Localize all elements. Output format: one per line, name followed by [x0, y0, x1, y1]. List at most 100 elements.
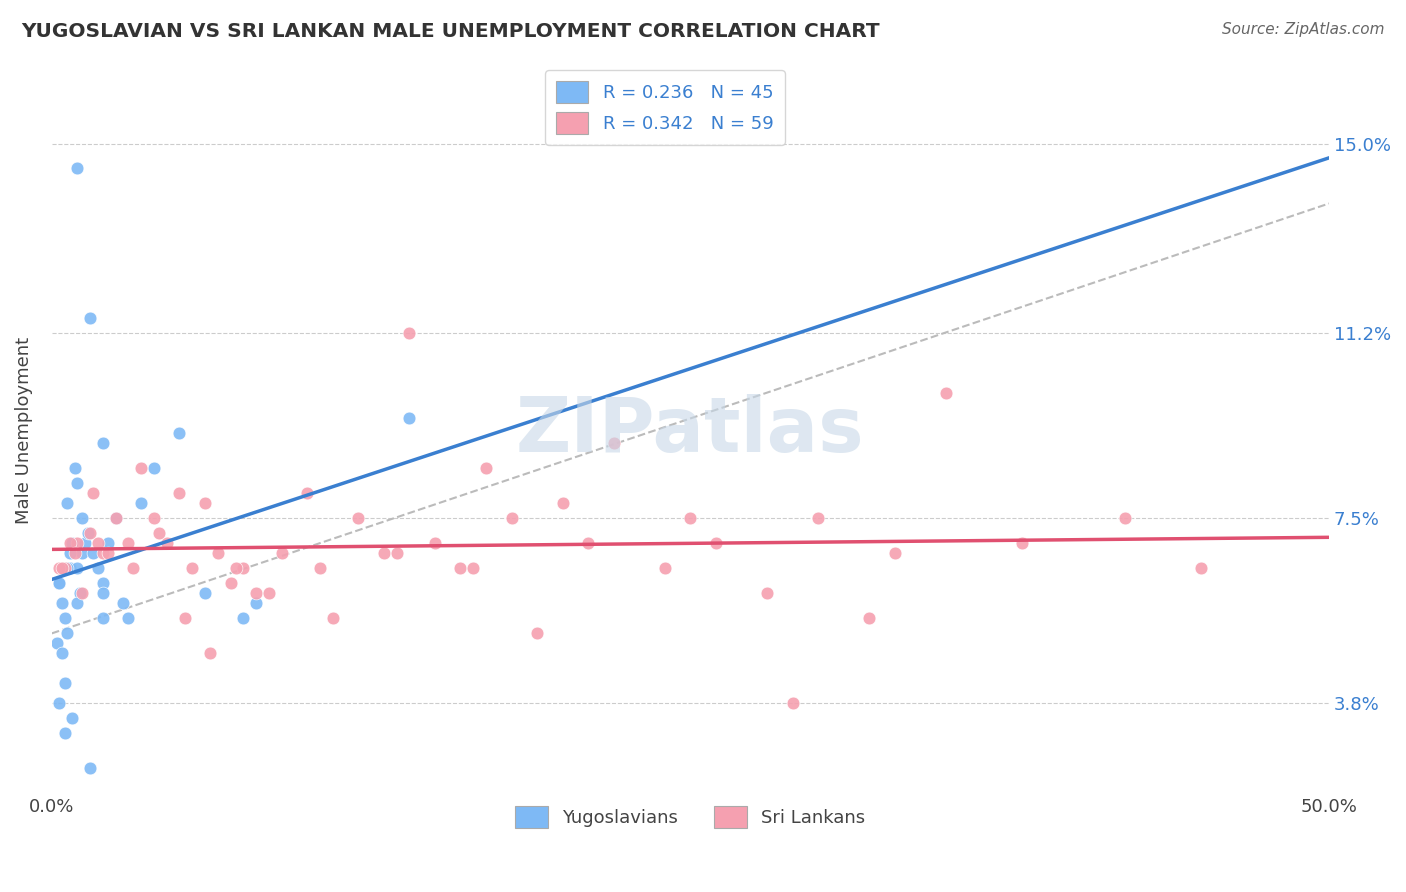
Legend: Yugoslavians, Sri Lankans: Yugoslavians, Sri Lankans: [508, 798, 873, 835]
Point: [112, 596, 135, 610]
Point: [1114, 511, 1136, 525]
Point: [91, 576, 114, 591]
Point: [53, 726, 76, 740]
Point: [97, 536, 120, 550]
Point: [66, 561, 89, 575]
Point: [60, 536, 83, 550]
Point: [51, 646, 73, 660]
Point: [63, 461, 86, 475]
Point: [551, 496, 574, 510]
Point: [59, 536, 82, 550]
Point: [245, 596, 267, 610]
Point: [450, 561, 472, 575]
Point: [53, 676, 76, 690]
Point: [169, 426, 191, 441]
Point: [475, 461, 498, 475]
Point: [87, 561, 110, 575]
Point: [1189, 561, 1212, 575]
Point: [79, 311, 101, 326]
Point: [142, 511, 165, 525]
Point: [347, 511, 370, 525]
Point: [295, 486, 318, 500]
Point: [97, 546, 120, 560]
Point: [148, 526, 170, 541]
Point: [82, 486, 104, 500]
Point: [194, 496, 217, 510]
Point: [56, 561, 79, 575]
Point: [270, 546, 292, 560]
Point: [576, 536, 599, 550]
Point: [79, 526, 101, 541]
Point: [181, 561, 204, 575]
Point: [219, 576, 242, 591]
Point: [654, 561, 676, 575]
Point: [87, 536, 110, 550]
Point: [309, 561, 332, 575]
Point: [91, 611, 114, 625]
Point: [66, 596, 89, 610]
Point: [72, 546, 94, 560]
Point: [501, 511, 523, 525]
Point: [56, 496, 79, 510]
Point: [679, 511, 702, 525]
Point: [53, 611, 76, 625]
Point: [398, 411, 420, 425]
Point: [104, 511, 127, 525]
Point: [59, 561, 82, 575]
Point: [232, 561, 254, 575]
Point: [72, 586, 94, 600]
Point: [66, 161, 89, 176]
Point: [935, 386, 957, 401]
Text: Source: ZipAtlas.com: Source: ZipAtlas.com: [1222, 22, 1385, 37]
Point: [603, 436, 626, 450]
Point: [91, 586, 114, 600]
Point: [48, 561, 70, 575]
Point: [156, 536, 179, 550]
Point: [245, 586, 267, 600]
Point: [782, 697, 804, 711]
Point: [53, 561, 76, 575]
Point: [59, 546, 82, 560]
Point: [76, 526, 98, 541]
Point: [257, 586, 280, 600]
Point: [142, 461, 165, 475]
Point: [69, 586, 91, 600]
Point: [63, 546, 86, 560]
Point: [122, 561, 145, 575]
Point: [91, 546, 114, 560]
Point: [117, 536, 139, 550]
Point: [129, 496, 152, 510]
Point: [129, 461, 152, 475]
Point: [198, 646, 221, 660]
Point: [1011, 536, 1033, 550]
Point: [398, 326, 420, 341]
Point: [51, 561, 73, 575]
Point: [91, 436, 114, 450]
Point: [79, 761, 101, 775]
Point: [117, 611, 139, 625]
Point: [72, 511, 94, 525]
Point: [48, 576, 70, 591]
Point: [73, 536, 96, 550]
Point: [225, 561, 247, 575]
Text: YUGOSLAVIAN VS SRI LANKAN MALE UNEMPLOYMENT CORRELATION CHART: YUGOSLAVIAN VS SRI LANKAN MALE UNEMPLOYM…: [21, 22, 880, 41]
Point: [104, 511, 127, 525]
Point: [373, 546, 395, 560]
Point: [526, 626, 548, 640]
Point: [48, 576, 70, 591]
Point: [322, 611, 344, 625]
Point: [173, 611, 195, 625]
Point: [169, 486, 191, 500]
Point: [51, 596, 73, 610]
Point: [60, 711, 83, 725]
Point: [807, 511, 830, 525]
Point: [883, 546, 905, 560]
Point: [45, 636, 67, 650]
Point: [704, 536, 727, 550]
Point: [423, 536, 446, 550]
Point: [56, 626, 79, 640]
Point: [463, 561, 485, 575]
Text: ZIPatlas: ZIPatlas: [516, 394, 865, 468]
Point: [756, 586, 779, 600]
Y-axis label: Male Unemployment: Male Unemployment: [15, 337, 32, 524]
